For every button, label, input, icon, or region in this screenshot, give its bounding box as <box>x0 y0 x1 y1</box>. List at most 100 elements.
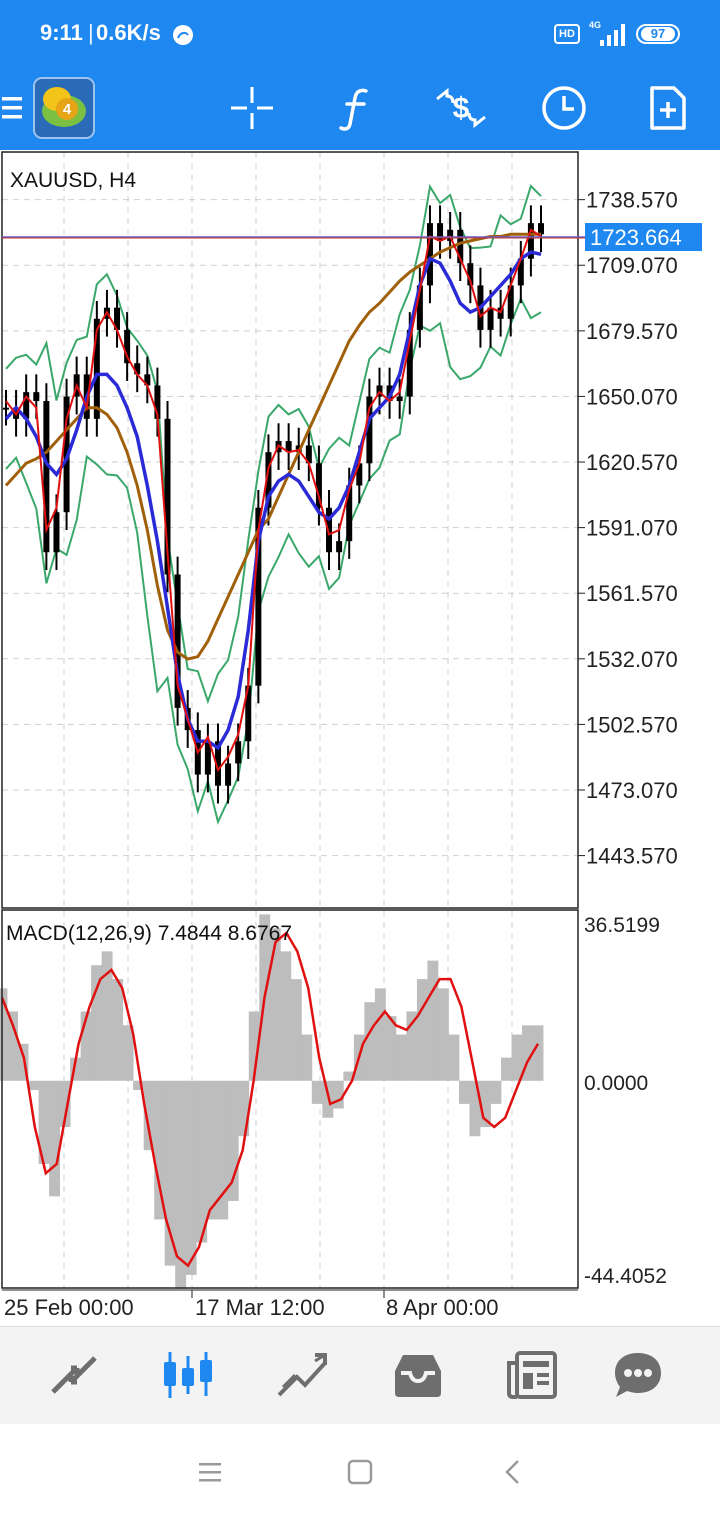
price-label: 1709.070 <box>586 253 678 278</box>
price-bar-body <box>124 329 131 364</box>
price-bar-body <box>305 445 312 464</box>
macd-histogram-bar <box>101 951 113 1081</box>
bollinger-lower-band <box>5 296 542 825</box>
chart-grid <box>2 152 578 1288</box>
price-bar-body <box>366 396 373 464</box>
macd-histogram-bar <box>332 1080 344 1109</box>
system-navigation-bar <box>0 1424 720 1520</box>
chart-icon[interactable] <box>158 1345 218 1405</box>
macd-histogram-bar <box>364 1002 376 1081</box>
quotes-icon[interactable] <box>44 1345 104 1405</box>
price-bar-body <box>245 685 252 742</box>
status-time: 9:11 <box>40 20 83 45</box>
price-bar-body <box>457 229 464 264</box>
macd-histogram-bar <box>280 951 292 1081</box>
price-bar-body <box>416 285 423 330</box>
history-icon[interactable] <box>388 1345 448 1405</box>
recents-menu-icon[interactable] <box>190 1454 230 1490</box>
price-bar-body <box>527 223 534 259</box>
macd-scale-zero: 0.0000 <box>584 1072 648 1095</box>
macd-histogram-bar <box>501 1057 512 1081</box>
macd-histogram-bar <box>122 1025 134 1081</box>
timeframe-clock-icon[interactable] <box>538 66 590 150</box>
price-bar-body <box>164 418 171 575</box>
ema-red-line <box>5 228 542 773</box>
macd-histogram-bar <box>91 965 103 1081</box>
price-bar-body <box>538 223 544 235</box>
price-bar-body <box>326 507 333 553</box>
trade-dollar-icon[interactable]: $ <box>432 66 490 150</box>
price-label: 1591.070 <box>586 516 678 541</box>
macd-histogram-bar <box>458 1080 470 1104</box>
price-label: 1620.570 <box>586 450 678 475</box>
macd-histogram-bar <box>217 1080 229 1220</box>
macd-histogram-bar <box>164 1080 176 1266</box>
macd-signal-line <box>0 930 540 1268</box>
messages-icon[interactable] <box>608 1345 668 1405</box>
macd-histogram-bar <box>395 1034 407 1081</box>
new-order-icon[interactable] <box>642 66 694 150</box>
macd-histogram-bar <box>196 1080 208 1243</box>
price-bar-body <box>487 307 494 330</box>
price-bar-body <box>225 763 232 786</box>
price-bar-body <box>507 285 514 319</box>
macd-histogram-bar <box>427 960 439 1081</box>
macd-histogram-bar <box>80 1011 92 1081</box>
price-bar-body <box>437 223 444 241</box>
battery-icon: 97 <box>636 24 680 44</box>
indicators-f-icon[interactable] <box>330 66 382 150</box>
macd-histogram-bar <box>416 979 428 1081</box>
price-label: 1502.570 <box>586 712 678 737</box>
crosshair-icon[interactable] <box>226 66 278 150</box>
menu-icon[interactable] <box>0 66 26 150</box>
price-bar-body <box>356 463 363 486</box>
macd-histogram-bar <box>490 1080 502 1104</box>
macd-histogram-bar <box>322 1080 334 1118</box>
trade-icon[interactable] <box>272 1345 332 1405</box>
svg-text:4: 4 <box>63 101 72 118</box>
macd-histogram-bar <box>406 1011 418 1081</box>
macd-histogram-bar <box>59 1080 71 1127</box>
macd-histogram-bar <box>112 979 124 1081</box>
price-bar-body <box>23 392 30 419</box>
price-bar-body <box>265 452 272 508</box>
chart-area[interactable]: 1738.570 1709.070 1679.570 1650.070 1620.570… <box>0 150 720 1326</box>
macd-histogram-bar <box>248 1011 260 1081</box>
macd-histogram-bar <box>49 1080 61 1197</box>
status-network-speed: 0.6K/s <box>96 20 161 45</box>
price-bar-body <box>517 258 524 286</box>
notification-icon <box>173 25 193 45</box>
price-bar-body <box>33 392 40 402</box>
price-bar-body <box>144 374 151 386</box>
price-label: 1738.570 <box>586 188 678 213</box>
price-label: 1443.570 <box>586 844 678 869</box>
macd-label: MACD(12,26,9) 7.4844 8.6767 <box>6 922 292 945</box>
price-bar-body <box>255 507 262 686</box>
news-icon[interactable] <box>502 1345 562 1405</box>
price-label: 1532.070 <box>586 647 678 672</box>
macd-histogram-bar <box>448 1034 460 1081</box>
status-bar: 9:11 | 0.6K/s HD 4G 97 <box>0 0 720 66</box>
status-separator: | <box>88 20 94 45</box>
signal-icon <box>600 24 625 46</box>
macd-histogram-bar <box>133 1080 145 1091</box>
ma-blue-line <box>4 250 542 751</box>
price-chart[interactable]: 1738.570 1709.070 1679.570 1650.070 1620.570… <box>0 150 720 1326</box>
time-label: 25 Feb 00:00 <box>4 1295 134 1320</box>
ma-slow-line <box>4 232 541 661</box>
macd-histogram-bar <box>479 1080 491 1127</box>
macd-histogram-bar <box>522 1025 533 1081</box>
price-label: 1650.070 <box>586 384 678 409</box>
metatrader-4-logo[interactable]: 4 <box>32 66 96 150</box>
back-chevron-icon[interactable] <box>492 1454 532 1490</box>
macd-histogram-bar <box>154 1080 166 1220</box>
price-bar-body <box>43 401 50 553</box>
macd-histogram-bar <box>532 1025 544 1081</box>
moving-averages <box>4 228 542 773</box>
macd-histogram-bar <box>469 1080 481 1137</box>
macd-histogram-bar <box>238 1080 250 1137</box>
price-bar-body <box>235 741 242 764</box>
price-bar-body <box>336 541 343 553</box>
home-square-icon[interactable] <box>340 1454 380 1490</box>
svg-text:$: $ <box>453 92 470 125</box>
